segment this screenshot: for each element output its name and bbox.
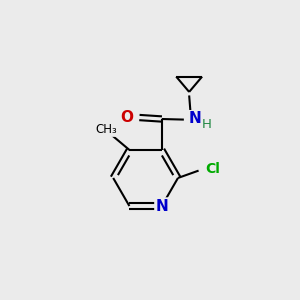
Text: CH₃: CH₃	[95, 123, 117, 136]
Text: Cl: Cl	[206, 161, 220, 176]
Text: O: O	[121, 110, 134, 125]
Text: H: H	[202, 118, 212, 131]
Text: N: N	[188, 111, 201, 126]
Text: N: N	[155, 199, 168, 214]
